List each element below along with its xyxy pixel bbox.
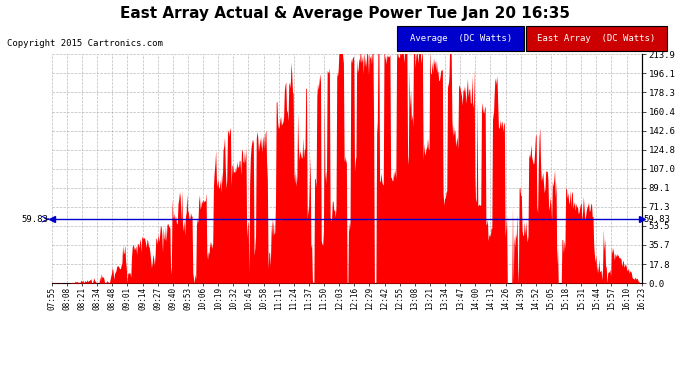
- Text: Average  (DC Watts): Average (DC Watts): [409, 34, 512, 43]
- Text: Copyright 2015 Cartronics.com: Copyright 2015 Cartronics.com: [7, 39, 163, 48]
- Text: 59.83: 59.83: [643, 214, 670, 223]
- Text: East Array Actual & Average Power Tue Jan 20 16:35: East Array Actual & Average Power Tue Ja…: [120, 6, 570, 21]
- Text: East Array  (DC Watts): East Array (DC Watts): [538, 34, 656, 43]
- Text: 59.83: 59.83: [21, 214, 48, 223]
